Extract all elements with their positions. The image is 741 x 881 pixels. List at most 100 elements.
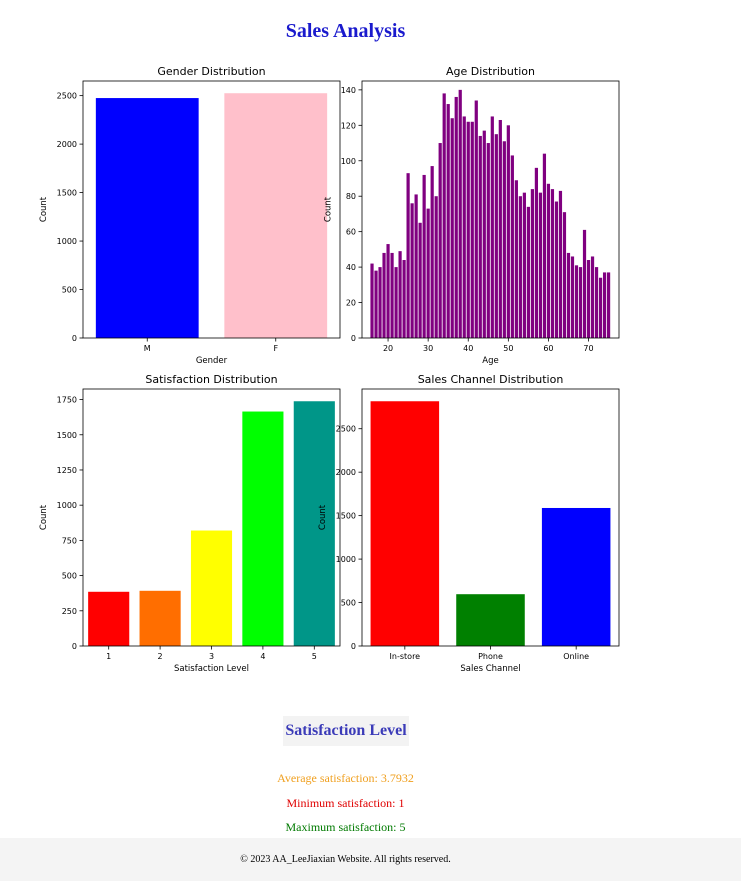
y-tick-label-0: 0 — [72, 642, 77, 651]
bar-age-57 — [534, 167, 539, 338]
bar-age-48 — [498, 119, 502, 338]
bar-age-47 — [494, 134, 498, 338]
y-tick-label-1000: 1000 — [336, 555, 356, 564]
plot-frame — [361, 80, 620, 339]
sales-channel-distribution-chart: Sales Channel Distribution In-store Phone O… — [318, 373, 620, 674]
bar-age-33 — [438, 143, 442, 338]
bar-5 — [293, 401, 335, 646]
satisfaction-distribution-chart: Satisfaction Distribution 1 2 3 4 5 0 250 500 750… — [39, 373, 341, 674]
bar-age-19 — [382, 252, 386, 338]
chart-title: Gender Distribution — [157, 65, 265, 78]
bar-age-24 — [402, 260, 406, 338]
y-tick-label-2500: 2500 — [57, 92, 77, 101]
age-distribution-chart: Age Distribution 20 30 40 50 60 70 0 20 40 60 80 100… — [323, 65, 620, 366]
bar-age-44 — [482, 130, 486, 338]
bar-age-34 — [442, 93, 446, 339]
satisfaction-heading: Satisfaction Level — [283, 716, 409, 746]
bar-age-73 — [598, 277, 603, 338]
bar-age-62 — [554, 201, 559, 338]
average-satisfaction-text: Average satisfaction: 3.7932 — [277, 771, 414, 785]
x-tick-label-m: M — [144, 344, 151, 353]
y-tick-label-120: 120 — [341, 121, 356, 130]
bar-age-28 — [418, 222, 422, 338]
bar-age-45 — [486, 143, 490, 338]
plot-frame — [82, 388, 341, 647]
x-tick-label-online: Online — [563, 652, 589, 661]
bar-age-37 — [454, 96, 458, 338]
y-tick-label-0: 0 — [72, 334, 77, 343]
x-tick-label-1: 1 — [106, 652, 111, 661]
bar-age-21 — [390, 252, 394, 338]
bar-age-58 — [538, 192, 543, 338]
y-tick-label-1750: 1750 — [57, 396, 77, 405]
bar-age-52 — [514, 180, 518, 338]
bar-age-53 — [518, 196, 522, 338]
y-axis-label: Count — [39, 504, 49, 530]
y-tick-label-60: 60 — [346, 228, 356, 237]
bar-age-49 — [502, 141, 506, 338]
plot-frame — [82, 80, 341, 339]
bar-phone — [456, 594, 525, 646]
bar-age-54 — [522, 192, 526, 338]
x-tick-label-in-store: In-store — [390, 652, 421, 661]
x-tick-label-30: 30 — [423, 344, 433, 353]
x-axis-label: Age — [482, 356, 498, 366]
bar-age-36 — [450, 118, 454, 338]
chart-title: Satisfaction Distribution — [145, 373, 277, 386]
y-tick-label-2000: 2000 — [336, 468, 356, 477]
x-tick-label-5: 5 — [312, 652, 317, 661]
bar-age-68 — [578, 267, 583, 338]
bar-age-56 — [530, 189, 535, 338]
chart-title: Age Distribution — [446, 65, 535, 78]
plot-frame — [361, 388, 620, 647]
x-tick-label-4: 4 — [260, 652, 265, 661]
x-tick-label-60: 60 — [543, 344, 553, 353]
bar-age-20 — [386, 244, 390, 338]
y-axis-label: Count — [39, 196, 49, 222]
x-tick-label-70: 70 — [583, 344, 593, 353]
bar-age-35 — [446, 104, 450, 338]
y-tick-label-500: 500 — [62, 572, 77, 581]
y-tick-label-250: 250 — [62, 607, 77, 616]
x-axis-label: Gender — [196, 356, 228, 366]
bar-age-67 — [574, 265, 579, 338]
bar-age-74 — [602, 272, 607, 338]
y-axis-label: Count — [318, 504, 328, 530]
y-tick-label-2000: 2000 — [57, 140, 77, 149]
minimum-satisfaction-text: Minimum satisfaction: 1 — [286, 796, 405, 810]
bar-2 — [139, 590, 181, 646]
x-tick-label-2: 2 — [158, 652, 163, 661]
gender-distribution-chart: Gender Distribution M F 0 500 1000 1500 2000 250… — [39, 65, 341, 366]
bar-age-51 — [510, 155, 514, 338]
bar-in-store — [370, 401, 440, 646]
bar-4 — [242, 411, 284, 646]
bar-age-61 — [550, 189, 555, 338]
maximum-satisfaction-text: Maximum satisfaction: 5 — [285, 820, 406, 834]
chart-title: Sales Channel Distribution — [418, 373, 564, 386]
y-tick-label-1500: 1500 — [57, 189, 77, 198]
y-tick-label-750: 750 — [62, 536, 77, 545]
x-tick-label-50: 50 — [503, 344, 513, 353]
bar-age-42 — [474, 100, 478, 338]
bar-age-26 — [410, 203, 414, 338]
bar-age-32 — [434, 196, 438, 338]
y-tick-label-1500: 1500 — [57, 431, 77, 440]
y-tick-label-1250: 1250 — [57, 466, 77, 475]
bar-age-38 — [458, 89, 462, 339]
bar-age-27 — [414, 194, 418, 338]
y-tick-label-100: 100 — [341, 157, 356, 166]
bar-age-70 — [586, 260, 591, 338]
y-tick-label-1500: 1500 — [336, 512, 356, 521]
y-tick-label-80: 80 — [346, 192, 356, 201]
y-tick-label-1000: 1000 — [57, 237, 77, 246]
x-axis-label: Sales Channel — [460, 664, 520, 674]
bar-age-16 — [370, 263, 374, 338]
bar-3 — [190, 530, 233, 646]
bar-age-29 — [422, 174, 426, 338]
bar-age-59 — [542, 153, 547, 338]
y-tick-label-1000: 1000 — [57, 501, 77, 510]
bar-age-46 — [490, 116, 494, 338]
y-tick-label-20: 20 — [346, 299, 356, 308]
bar-age-71 — [590, 256, 595, 338]
